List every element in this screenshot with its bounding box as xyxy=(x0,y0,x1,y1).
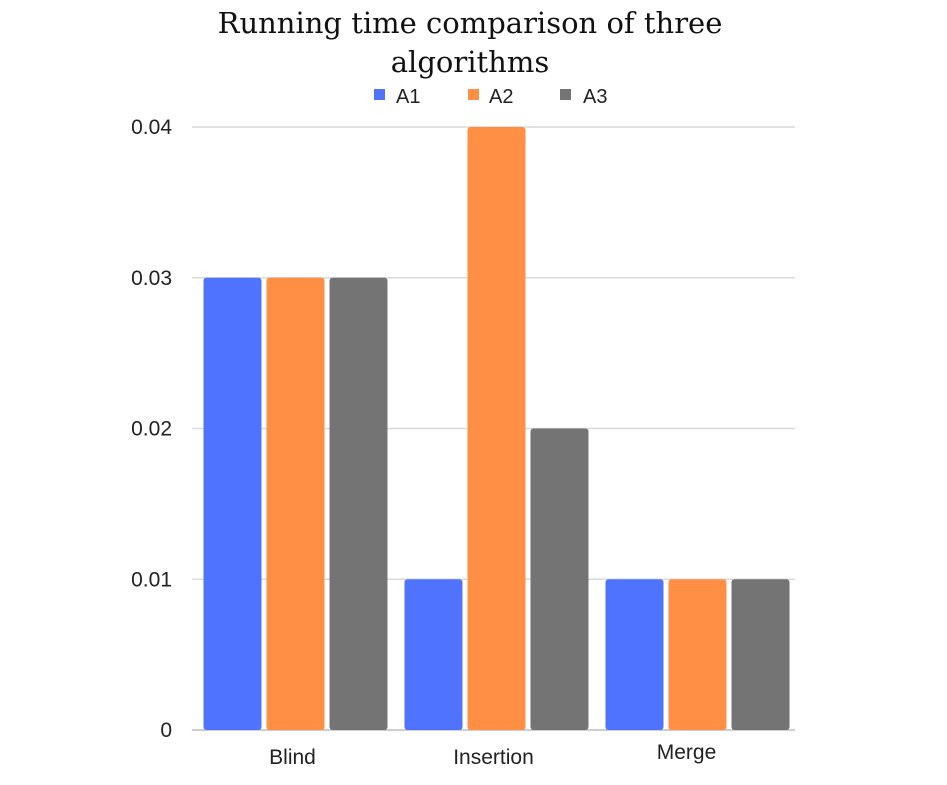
bar-a3-insertion xyxy=(530,428,589,730)
x-category-label: Insertion xyxy=(453,746,534,769)
chart-title-line-1: Running time comparison of three xyxy=(218,6,723,40)
y-tick-label: 0.02 xyxy=(131,418,172,441)
x-category-label: Merge xyxy=(657,741,717,764)
x-category-label: Blind xyxy=(269,746,316,769)
chart-title-line-2: algorithms xyxy=(391,45,549,79)
bar-a2-insertion xyxy=(467,127,526,730)
chart-title: Running time comparison of three algorit… xyxy=(218,6,723,79)
bar-a1-merge xyxy=(605,579,664,730)
legend-label-a2: A2 xyxy=(489,86,513,108)
bar-a1-insertion xyxy=(404,579,463,730)
legend-item-a3: A3 xyxy=(560,86,607,108)
y-tick-label: 0.04 xyxy=(131,116,172,139)
y-tick-label: 0 xyxy=(160,719,172,742)
legend-label-a1: A1 xyxy=(396,86,420,108)
legend-item-a2: A2 xyxy=(468,86,513,108)
bar-a3-blind xyxy=(329,277,388,730)
legend-swatch-a3 xyxy=(560,89,571,100)
bars xyxy=(203,127,790,730)
legend-label-a3: A3 xyxy=(583,86,607,108)
legend: A1 A2 A3 xyxy=(374,86,607,108)
y-tick-label: 0.03 xyxy=(131,267,172,290)
y-tick-label: 0.01 xyxy=(131,568,172,591)
bar-a3-merge xyxy=(731,579,790,730)
legend-item-a1: A1 xyxy=(374,86,420,108)
bar-a1-blind xyxy=(203,277,262,730)
bar-a2-blind xyxy=(266,277,325,730)
legend-swatch-a1 xyxy=(374,89,385,100)
legend-swatch-a2 xyxy=(468,89,479,100)
y-axis-tick-labels: 0 0.01 0.02 0.03 0.04 xyxy=(131,116,172,742)
x-axis-category-labels: Blind Insertion Merge xyxy=(269,741,716,769)
bar-a2-merge xyxy=(668,579,727,730)
